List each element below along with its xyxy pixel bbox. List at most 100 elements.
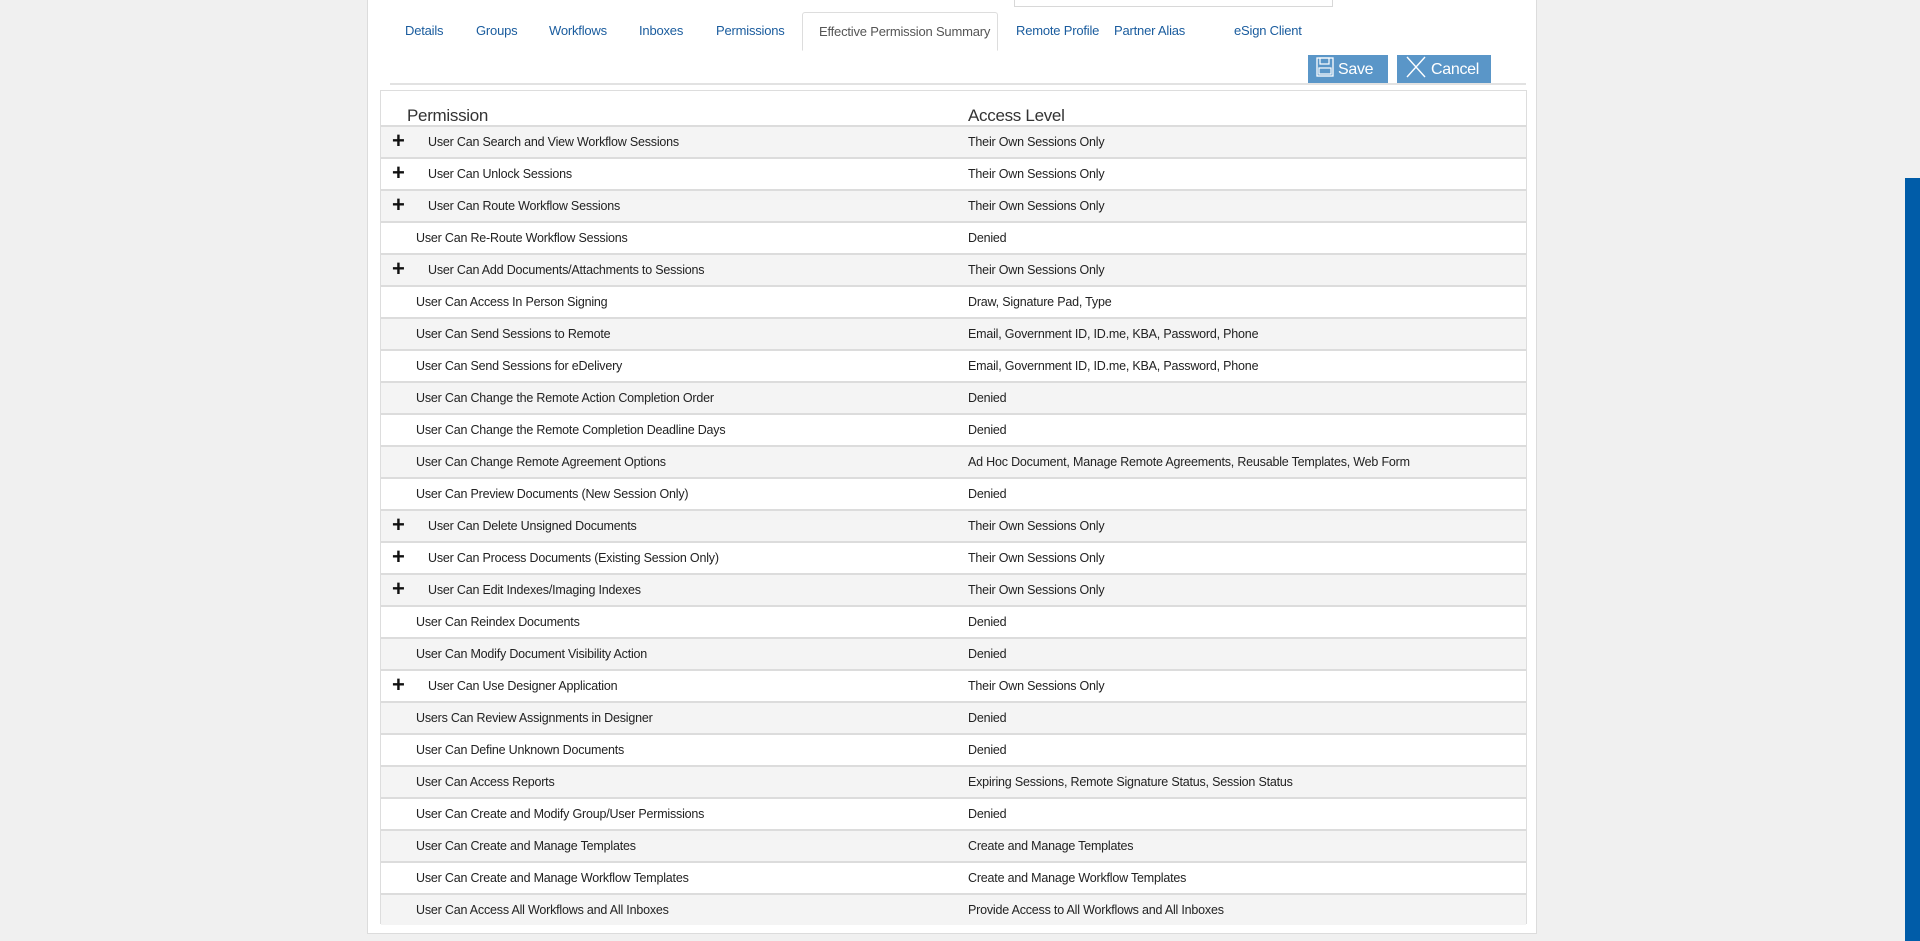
divider — [390, 83, 1526, 85]
table-row: User Can Define Unknown Documents Denied — [381, 733, 1526, 765]
permission-name: User Can Edit Indexes/Imaging Indexes — [428, 583, 641, 597]
expand-plus-icon[interactable]: + — [392, 576, 405, 601]
permission-name: User Can Preview Documents (New Session … — [416, 487, 689, 501]
table-row: User Can Re-Route Workflow Sessions Denie… — [381, 221, 1526, 253]
table-row: User Can Access Reports Expiring Sessions… — [381, 765, 1526, 797]
cancel-label: Cancel — [1431, 60, 1480, 78]
expand-plus-icon[interactable]: + — [392, 512, 405, 537]
permission-name: Users Can Review Assignments in Designer — [416, 711, 653, 725]
expand-plus-icon[interactable]: + — [392, 192, 405, 217]
expand-plus-icon[interactable]: + — [392, 256, 405, 281]
expand-plus-icon[interactable]: + — [392, 544, 405, 569]
table-row: + User Can Delete Unsigned Documents Their… — [381, 509, 1526, 541]
access-level: Draw, Signature Pad, Type — [968, 295, 1112, 309]
header-permission: Permission — [407, 106, 489, 125]
permission-name: User Can Use Designer Application — [428, 679, 618, 693]
permission-name: User Can Re-Route Workflow Sessions — [416, 231, 628, 245]
access-level: Denied — [968, 615, 1007, 629]
table-row: + User Can Edit Indexes/Imaging Indexes Th… — [381, 573, 1526, 605]
table-row: + User Can Use Designer Application Their … — [381, 669, 1526, 701]
expand-plus-icon[interactable]: + — [392, 160, 405, 185]
access-level: Expiring Sessions, Remote Signature Stat… — [968, 775, 1293, 789]
access-level: Their Own Sessions Only — [968, 263, 1105, 277]
table-row: User Can Create and Modify Group/User Pe… — [381, 797, 1526, 829]
access-level: Email, Government ID, ID.me, KBA, Passwo… — [968, 327, 1259, 341]
permission-name: User Can Define Unknown Documents — [416, 743, 625, 757]
permission-name: User Can Change the Remote Completion De… — [416, 423, 726, 437]
table-body: + User Can Search and View Workflow Sessi… — [381, 125, 1526, 925]
table-row: + User Can Route Workflow Sessions Their O… — [381, 189, 1526, 221]
table-row: + User Can Search and View Workflow Sessi… — [381, 125, 1526, 157]
table-row: User Can Modify Document Visibility Acti… — [381, 637, 1526, 669]
permission-name: User Can Send Sessions to Remote — [416, 327, 611, 341]
tab-workflows[interactable]: Workflows — [549, 23, 607, 38]
tab-remote-profile[interactable]: Remote Profile — [1016, 23, 1100, 38]
access-level: Denied — [968, 423, 1007, 437]
permission-name: User Can Unlock Sessions — [428, 167, 572, 181]
access-level: Denied — [968, 807, 1007, 821]
table-row: User Can Create and Manage Workflow Temp… — [381, 861, 1526, 893]
table-row: User Can Send Sessions for eDelivery Emai… — [381, 349, 1526, 381]
permission-name: User Can Access All Workflows and All In… — [416, 903, 669, 917]
permission-name: User Can Delete Unsigned Documents — [428, 519, 637, 533]
table-row: User Can Access All Workflows and All In… — [381, 893, 1526, 925]
access-level: Their Own Sessions Only — [968, 135, 1105, 149]
tab-groups[interactable]: Groups — [476, 23, 518, 38]
access-level: Denied — [968, 231, 1007, 245]
access-level: Create and Manage Templates — [968, 839, 1134, 853]
access-level: Their Own Sessions Only — [968, 199, 1105, 213]
top-field[interactable] — [1014, 0, 1333, 7]
table-row: User Can Send Sessions to Remote Email, G… — [381, 317, 1526, 349]
header-access-level: Access Level — [968, 106, 1065, 125]
permission-name: User Can Modify Document Visibility Acti… — [416, 647, 648, 661]
tab-permissions[interactable]: Permissions — [716, 23, 785, 38]
save-button[interactable]: Save — [1308, 55, 1388, 84]
table-row: + User Can Add Documents/Attachments to S… — [381, 253, 1526, 285]
permission-name: User Can Access In Person Signing — [416, 295, 608, 309]
permission-name: User Can Process Documents (Existing Ses… — [428, 551, 719, 565]
access-level: Denied — [968, 647, 1007, 661]
table-row: User Can Change Remote Agreement Options… — [381, 445, 1526, 477]
expand-plus-icon[interactable]: + — [392, 128, 405, 153]
table-row: User Can Access In Person Signing Draw, S… — [381, 285, 1526, 317]
permission-name: User Can Create and Manage Workflow Temp… — [416, 871, 689, 885]
permission-name: User Can Change the Remote Action Comple… — [416, 391, 714, 405]
access-level: Their Own Sessions Only — [968, 519, 1105, 533]
scrollbar[interactable] — [1905, 178, 1920, 941]
table-row: User Can Change the Remote Completion De… — [381, 413, 1526, 445]
access-level: Provide Access to All Workflows and All … — [968, 903, 1224, 917]
permission-name: User Can Create and Manage Templates — [416, 839, 636, 853]
table-row: User Can Change the Remote Action Comple… — [381, 381, 1526, 413]
floppy-disk-icon — [1316, 57, 1334, 82]
x-icon — [1405, 56, 1427, 83]
table-row: + User Can Unlock Sessions Their Own Sessi… — [381, 157, 1526, 189]
tab-inboxes[interactable]: Inboxes — [639, 23, 684, 38]
save-label: Save — [1338, 60, 1374, 78]
table-row: Users Can Review Assignments in Designer… — [381, 701, 1526, 733]
permission-name: User Can Change Remote Agreement Options — [416, 455, 666, 469]
table-row: User Can Preview Documents (New Session … — [381, 477, 1526, 509]
access-level: Their Own Sessions Only — [968, 679, 1105, 693]
permission-name: User Can Add Documents/Attachments to Se… — [428, 263, 705, 277]
permission-name: User Can Create and Modify Group/User Pe… — [416, 807, 705, 821]
permission-name: User Can Search and View Workflow Sessio… — [428, 135, 679, 149]
tab-details[interactable]: Details — [405, 23, 444, 38]
access-level: Create and Manage Workflow Templates — [968, 871, 1187, 885]
permission-summary-table: Permission Access Level + User Can Search… — [380, 90, 1527, 925]
access-level: Ad Hoc Document, Manage Remote Agreement… — [968, 455, 1410, 469]
access-level: Email, Government ID, ID.me, KBA, Passwo… — [968, 359, 1259, 373]
permission-name: User Can Access Reports — [416, 775, 555, 789]
access-level: Denied — [968, 743, 1007, 757]
table-row: User Can Create and Manage Templates Crea… — [381, 829, 1526, 861]
cancel-button[interactable]: Cancel — [1397, 55, 1491, 84]
access-level: Their Own Sessions Only — [968, 583, 1105, 597]
permission-name: User Can Send Sessions for eDelivery — [416, 359, 623, 373]
tab-esign-client[interactable]: eSign Client — [1234, 23, 1302, 38]
access-level: Denied — [968, 391, 1007, 405]
tab-effective-permission-summary[interactable]: Effective Permission Summary — [802, 12, 998, 51]
access-level: Their Own Sessions Only — [968, 167, 1105, 181]
expand-plus-icon[interactable]: + — [392, 672, 405, 697]
tab-partner-alias[interactable]: Partner Alias — [1114, 23, 1186, 38]
table-row: User Can Reindex Documents Denied — [381, 605, 1526, 637]
access-level: Denied — [968, 487, 1007, 501]
